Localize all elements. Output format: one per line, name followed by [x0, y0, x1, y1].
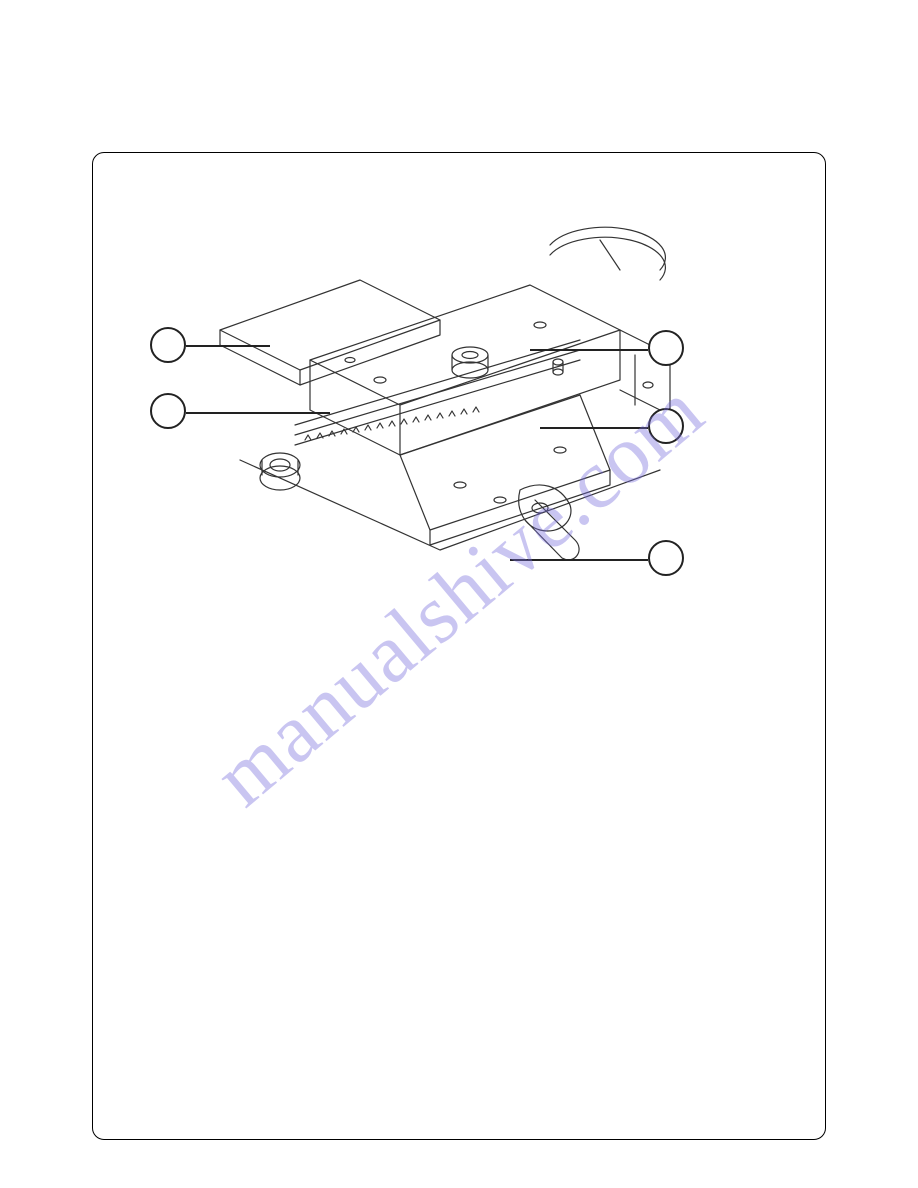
- callout-leader-4: [540, 427, 648, 429]
- callout-circle-4: [648, 408, 684, 444]
- callout-circle-5: [648, 540, 684, 576]
- callout-circle-1: [150, 327, 186, 363]
- callout-leader-1: [186, 345, 270, 347]
- callout-leader-2: [186, 412, 330, 414]
- callout-leader-3: [530, 349, 648, 351]
- callout-leader-5: [510, 559, 648, 561]
- callout-circle-3: [648, 330, 684, 366]
- callout-circle-2: [150, 393, 186, 429]
